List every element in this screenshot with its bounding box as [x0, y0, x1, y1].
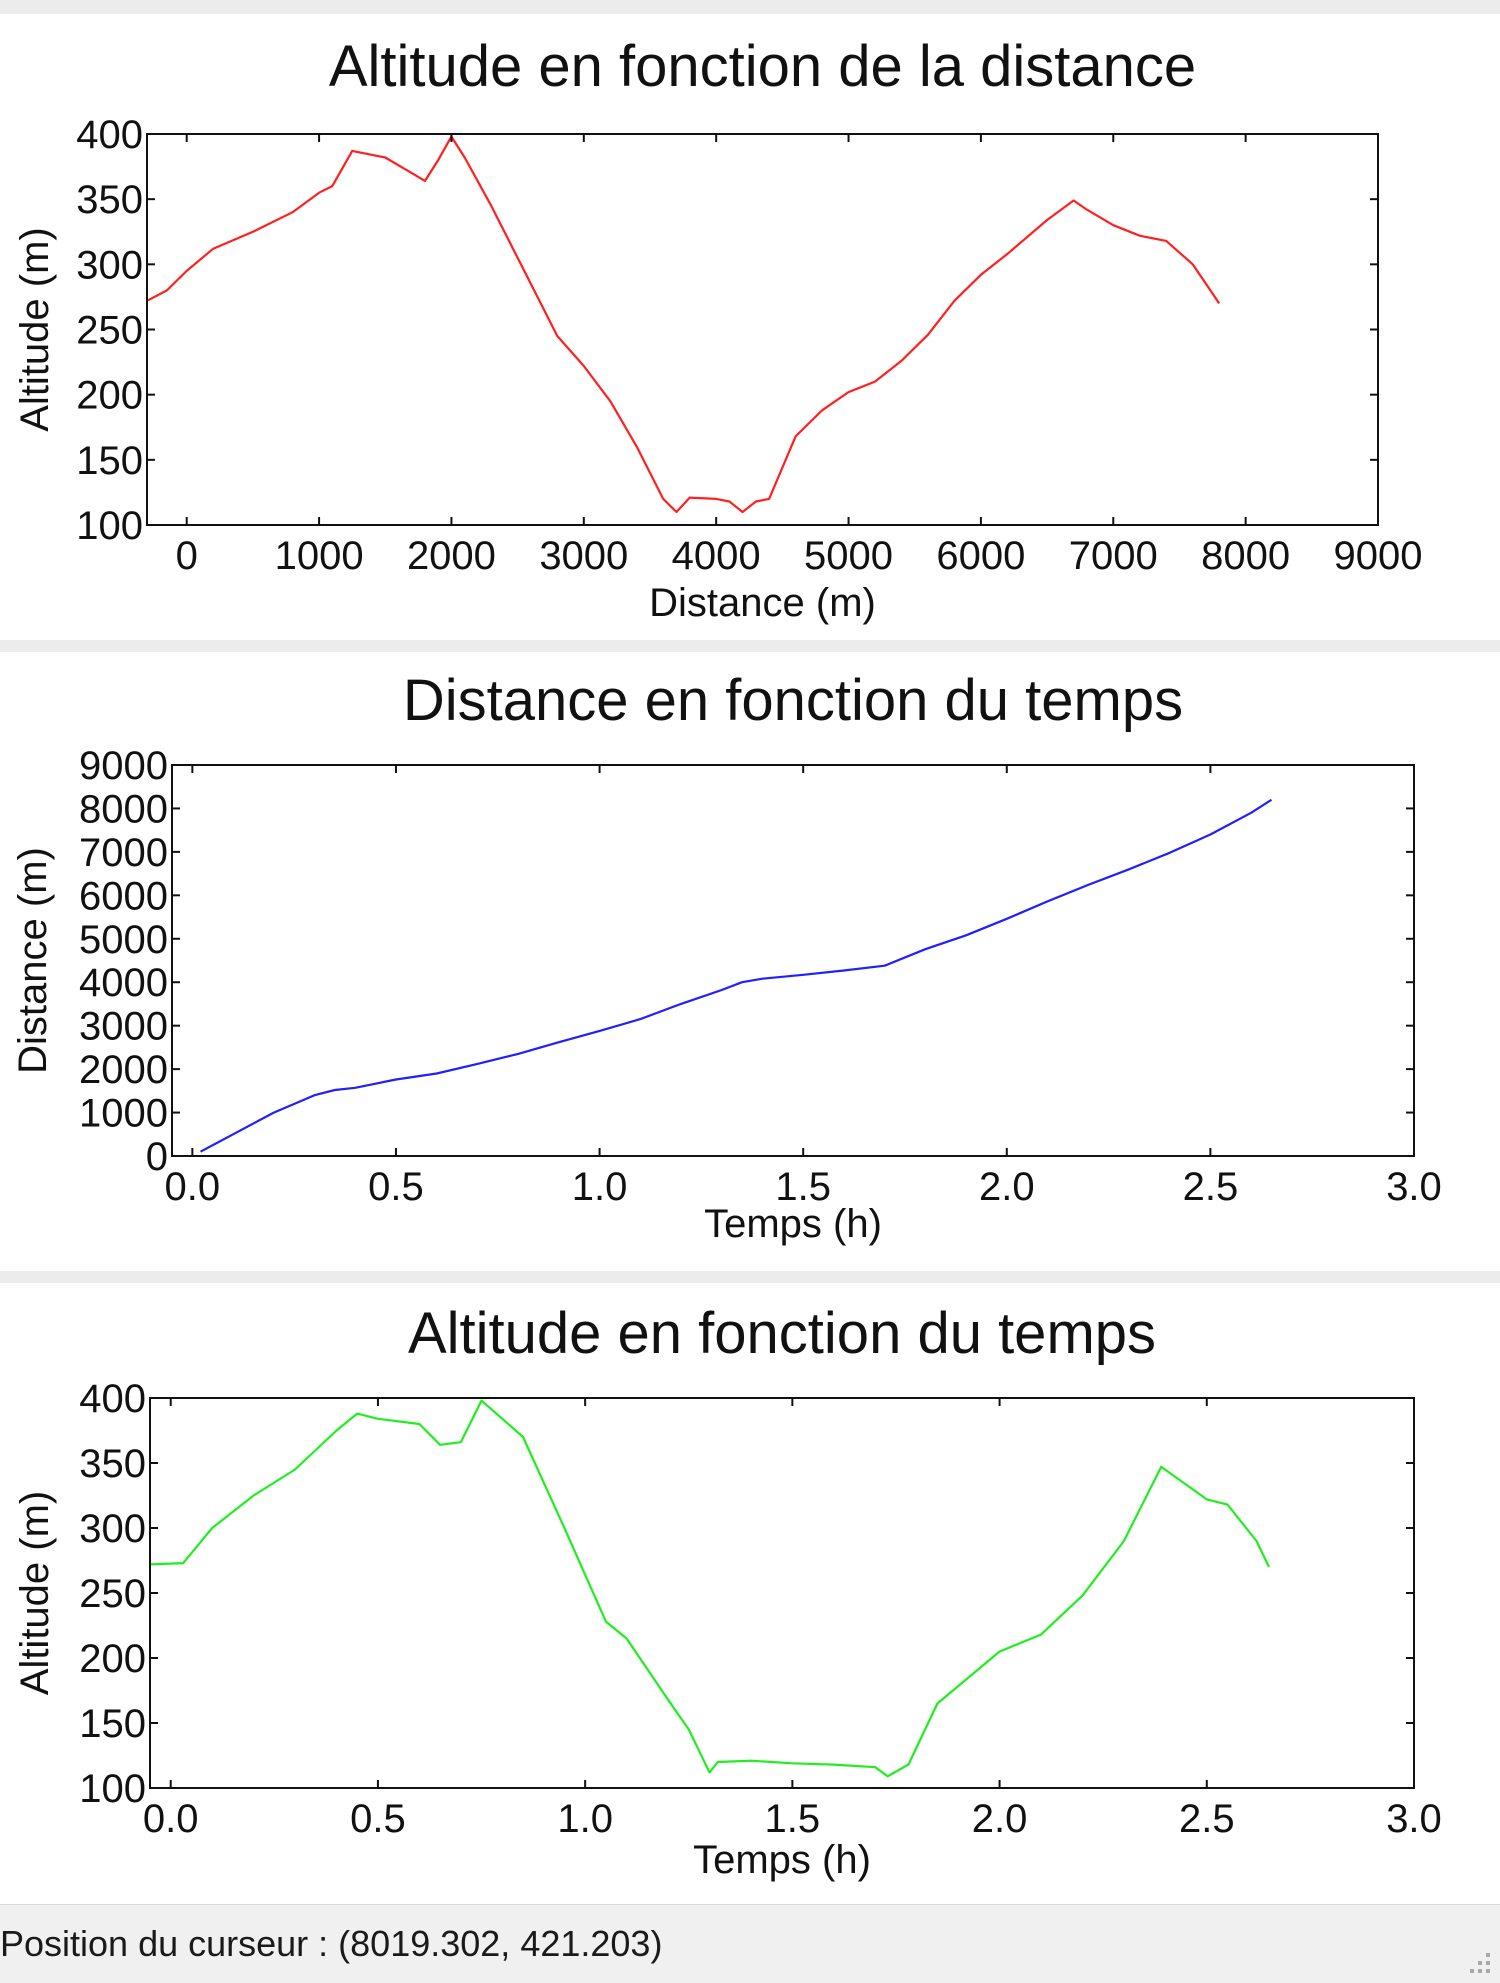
y-tick-label: 150 — [79, 1702, 146, 1746]
y-tick-label: 300 — [76, 243, 143, 287]
y-tick-label: 6000 — [79, 874, 168, 918]
y-tick-label: 1000 — [79, 1092, 168, 1136]
y-tick-label: 4000 — [79, 961, 168, 1005]
y-axis-label: Altitude (m) — [13, 1491, 57, 1696]
y-tick-label: 250 — [76, 309, 143, 353]
x-tick-label: 7000 — [1069, 534, 1158, 578]
y-tick-label: 400 — [76, 113, 143, 157]
y-axis-label: Distance (m) — [11, 847, 55, 1074]
status-bar: Position du curseur : (8019.302, 421.203… — [0, 1904, 1500, 1983]
x-tick-label: 2.0 — [972, 1797, 1028, 1841]
series-line-dist-temps — [199, 798, 1273, 1153]
x-axis-label: Temps (h) — [693, 1838, 871, 1882]
chart-title: Distance en fonction du temps — [403, 668, 1183, 733]
y-tick-label: 5000 — [79, 918, 168, 962]
series-line-alt-dist — [146, 135, 1221, 514]
y-axis-label: Altitude (m) — [13, 227, 57, 432]
x-tick-label: 5000 — [804, 534, 893, 578]
x-tick-label: 2000 — [407, 534, 496, 578]
x-tick-label: 0 — [176, 534, 198, 578]
x-tick-label: 1.5 — [765, 1797, 821, 1841]
y-tick-label: 200 — [79, 1637, 146, 1681]
x-axis-label: Temps (h) — [704, 1202, 882, 1246]
x-axis-label: Distance (m) — [649, 581, 876, 625]
chart-title: Altitude en fonction du temps — [408, 1301, 1156, 1366]
chart-panel-altitude-temps: Altitude en fonction du temps 0.0 0.5 1.0 1.… — [0, 1283, 1500, 1904]
y-tick-label: 150 — [76, 439, 143, 483]
x-tick-label: 1.0 — [557, 1797, 613, 1841]
x-tick-label: 3.0 — [1386, 1797, 1442, 1841]
y-tick-label: 400 — [79, 1377, 146, 1421]
y-tick-label: 250 — [79, 1572, 146, 1616]
plot-frame — [149, 1397, 1415, 1789]
y-tick-label: 7000 — [79, 831, 168, 875]
x-tick-label: 0.5 — [350, 1797, 406, 1841]
y-tick-label: 2000 — [79, 1048, 168, 1092]
x-tick-label: 8000 — [1201, 534, 1290, 578]
x-tick-label: 9000 — [1334, 534, 1423, 578]
x-tick-label: 0.5 — [368, 1165, 424, 1209]
y-tick-label: 9000 — [79, 744, 168, 788]
x-tick-label: 2.0 — [979, 1165, 1035, 1209]
x-tick-label: 3000 — [539, 534, 628, 578]
x-tick-label: 2.5 — [1179, 1797, 1235, 1841]
window-top-strip — [0, 0, 1500, 14]
panel-separator — [0, 1271, 1500, 1283]
y-tick-label: 8000 — [79, 787, 168, 831]
x-tick-label: 0.0 — [165, 1165, 221, 1209]
x-tick-label: 1.0 — [572, 1165, 628, 1209]
y-tick-label: 200 — [76, 374, 143, 418]
chart-altitude-temps: Altitude en fonction du temps 0.0 0.5 1.0 1.… — [13, 1301, 1442, 1882]
x-tick-label: 4000 — [672, 534, 761, 578]
chart-panel-distance-temps: Distance en fonction du temps 0.0 0.5 1.0 1.… — [0, 652, 1500, 1271]
x-tick-label: 1.5 — [775, 1165, 831, 1209]
chart-title: Altitude en fonction de la distance — [329, 34, 1196, 99]
y-tick-label: 100 — [76, 504, 143, 548]
plot-frame — [146, 133, 1379, 526]
y-tick-label: 0 — [146, 1135, 168, 1179]
x-tick-label: 2.5 — [1183, 1165, 1239, 1209]
series-line-alt-temps — [149, 1399, 1270, 1778]
cursor-position-text: Position du curseur : (8019.302, 421.203… — [0, 1923, 663, 1964]
y-tick-label: 100 — [79, 1767, 146, 1811]
y-tick-label: 300 — [79, 1507, 146, 1551]
panel-separator — [0, 640, 1500, 652]
y-tick-label: 350 — [76, 178, 143, 222]
chart-distance-temps: Distance en fonction du temps 0.0 0.5 1.0 1.… — [11, 668, 1442, 1246]
x-tick-label: 6000 — [936, 534, 1025, 578]
x-tick-label: 3.0 — [1386, 1165, 1442, 1209]
y-tick-label: 3000 — [79, 1005, 168, 1049]
chart-altitude-distance: Altitude en fonction de la distance 0 1000… — [13, 34, 1423, 625]
chart-panel-altitude-distance: Altitude en fonction de la distance 0 1000… — [0, 14, 1500, 640]
x-tick-label: 1000 — [275, 534, 364, 578]
y-tick-label: 350 — [79, 1442, 146, 1486]
x-tick-label: 0.0 — [143, 1797, 199, 1841]
resize-grip-icon[interactable] — [1464, 1947, 1494, 1977]
plot-frame — [171, 764, 1415, 1157]
